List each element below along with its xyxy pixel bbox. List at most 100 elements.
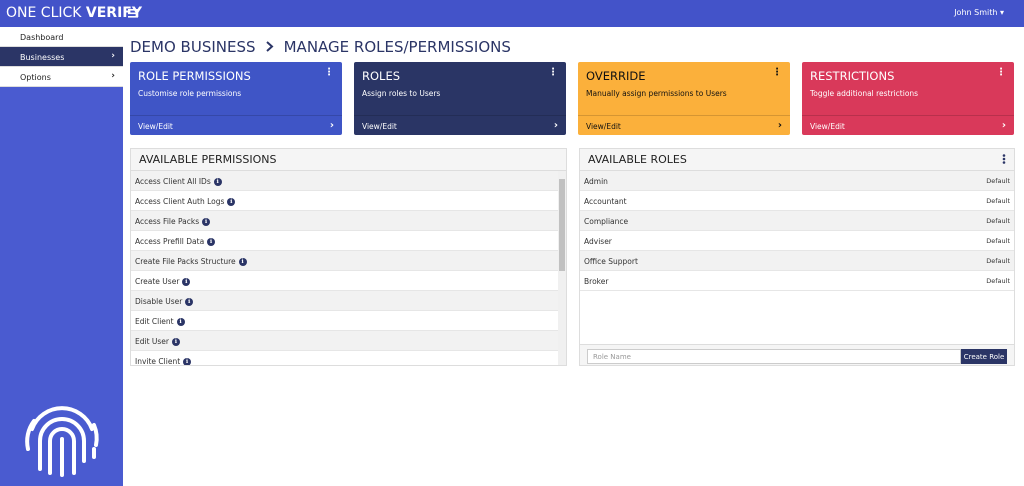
card-link[interactable]: View/Edit ›	[802, 115, 1014, 135]
permission-row: Invite Client ℹ	[131, 351, 559, 366]
card-description: Assign roles to Users	[362, 89, 441, 98]
permission-name: Access Client Auth Logs	[135, 197, 225, 206]
panel-title: AVAILABLE ROLES	[580, 149, 1014, 171]
card-link-chevron: ›	[329, 120, 334, 131]
fingerprint-logo	[25, 406, 99, 477]
permission-name: Create File Packs Structure	[135, 257, 236, 266]
card-link-chevron: ›	[553, 120, 558, 131]
role-form: Role Name Create Role	[580, 344, 1014, 365]
nav-chevron: ›	[111, 51, 115, 61]
nav-label: Dashboard	[20, 33, 64, 42]
roles-panel: AVAILABLE ROLES Admin Default Accountant De…	[579, 148, 1015, 366]
info-icon[interactable]: ℹ	[202, 218, 211, 226]
brand-light: ONE CLICK	[6, 5, 82, 21]
crumb-business[interactable]: DEMO BUSINESS	[130, 38, 256, 56]
permission-name: Disable User	[135, 297, 183, 306]
panel-title: AVAILABLE PERMISSIONS	[131, 149, 566, 171]
card-description: Toggle additional restrictions	[810, 89, 919, 98]
permission-row: Disable User ℹ	[131, 291, 559, 311]
nav-item[interactable]: Dashboard	[0, 27, 123, 47]
card-menu[interactable]: ⋮	[996, 67, 1006, 78]
scroll-thumb[interactable]	[559, 179, 565, 271]
role-name: Compliance	[584, 217, 629, 226]
role-row[interactable]: Admin Default	[580, 171, 1014, 191]
info-icon[interactable]: ℹ	[207, 238, 216, 246]
summary-card: ROLE PERMISSIONS Customise role permissio…	[130, 62, 342, 135]
sidebar: Dashboard Businesses › Options ›	[0, 27, 123, 486]
role-name-input[interactable]: Role Name	[587, 349, 961, 364]
card-menu[interactable]: ⋮	[548, 67, 558, 78]
permission-name: Invite Client	[135, 357, 181, 366]
brand[interactable]: ONE CLICK VERIFY	[6, 5, 142, 21]
permission-row: Access Prefill Data ℹ	[131, 231, 559, 251]
card-link-label: View/Edit	[810, 122, 845, 131]
crumb-separator	[266, 41, 274, 52]
role-row[interactable]: Office Support Default	[580, 251, 1014, 271]
role-tag: Default	[986, 197, 1010, 205]
info-icon[interactable]: ℹ	[238, 258, 247, 266]
user-name: John Smith	[954, 8, 998, 17]
role-row[interactable]: Adviser Default	[580, 231, 1014, 251]
role-tag: Default	[986, 217, 1010, 225]
info-icon[interactable]: ℹ	[182, 278, 191, 286]
card-menu[interactable]: ⋮	[772, 67, 782, 78]
permission-row: Create File Packs Structure ℹ	[131, 251, 559, 271]
card-link-label: View/Edit	[362, 122, 397, 131]
permission-name: Access File Packs	[135, 217, 200, 226]
info-icon[interactable]: ℹ	[185, 298, 194, 306]
permission-name: Edit User	[135, 337, 170, 346]
permission-row: Edit User ℹ	[131, 331, 559, 351]
nav-item[interactable]: Businesses ›	[0, 47, 123, 67]
info-icon[interactable]: ℹ	[183, 358, 192, 365]
role-tag: Default	[986, 257, 1010, 265]
card-menu[interactable]: ⋮	[324, 67, 334, 78]
card-link-label: View/Edit	[586, 122, 621, 131]
nav-item[interactable]: Options ›	[0, 67, 123, 87]
summary-card: OVERRIDE Manually assign permissions to U…	[578, 62, 790, 135]
card-title: ROLES	[362, 69, 401, 83]
menu-toggle[interactable]	[128, 8, 138, 18]
role-tag: Default	[986, 277, 1010, 285]
card-link[interactable]: View/Edit ›	[354, 115, 566, 135]
scrollbar[interactable]	[558, 171, 566, 365]
permission-row: Edit Client ℹ	[131, 311, 559, 331]
create-role-button[interactable]: Create Role	[961, 349, 1007, 364]
permissions-panel: AVAILABLE PERMISSIONS Access Client All …	[130, 148, 567, 366]
role-row[interactable]: Accountant Default	[580, 191, 1014, 211]
role-name: Broker	[584, 277, 609, 286]
card-link-label: View/Edit	[138, 122, 173, 131]
panel-menu[interactable]	[1002, 154, 1006, 164]
summary-card: ROLES Assign roles to Users View/Edit › ⋮	[354, 62, 566, 135]
permission-name: Access Prefill Data	[135, 237, 205, 246]
card-description: Manually assign permissions to Users	[586, 89, 727, 98]
permission-name: Access Client All IDs	[135, 177, 211, 186]
info-icon[interactable]: ℹ	[227, 198, 236, 206]
card-title: RESTRICTIONS	[810, 69, 895, 83]
nav-chevron: ›	[111, 71, 115, 81]
role-name: Adviser	[584, 237, 612, 246]
summary-card: RESTRICTIONS Toggle additional restrictio…	[802, 62, 1014, 135]
permission-row: Access Client Auth Logs ℹ	[131, 191, 559, 211]
role-tag: Default	[986, 177, 1010, 185]
info-icon[interactable]: ℹ	[172, 338, 181, 346]
card-link-chevron: ›	[1001, 120, 1006, 131]
info-icon[interactable]: ℹ	[176, 318, 185, 326]
card-link-chevron: ›	[777, 120, 782, 131]
permission-name: Create User	[135, 277, 180, 286]
permission-name: Edit Client	[135, 317, 174, 326]
brand-bold: VERIFY	[85, 5, 142, 21]
permission-row: Access Client All IDs ℹ	[131, 171, 559, 191]
user-menu[interactable]: John Smith ▾	[954, 8, 1004, 17]
info-icon[interactable]: ℹ	[213, 178, 222, 186]
role-name: Office Support	[584, 257, 638, 266]
card-link[interactable]: View/Edit ›	[578, 115, 790, 135]
role-tag: Default	[986, 237, 1010, 245]
card-link[interactable]: View/Edit ›	[130, 115, 342, 135]
role-name: Accountant	[584, 197, 627, 206]
crumb-page: MANAGE ROLES/PERMISSIONS	[283, 38, 511, 56]
nav-label: Options	[20, 73, 51, 82]
role-row[interactable]: Compliance Default	[580, 211, 1014, 231]
role-row[interactable]: Broker Default	[580, 271, 1014, 291]
card-title: ROLE PERMISSIONS	[138, 69, 251, 83]
